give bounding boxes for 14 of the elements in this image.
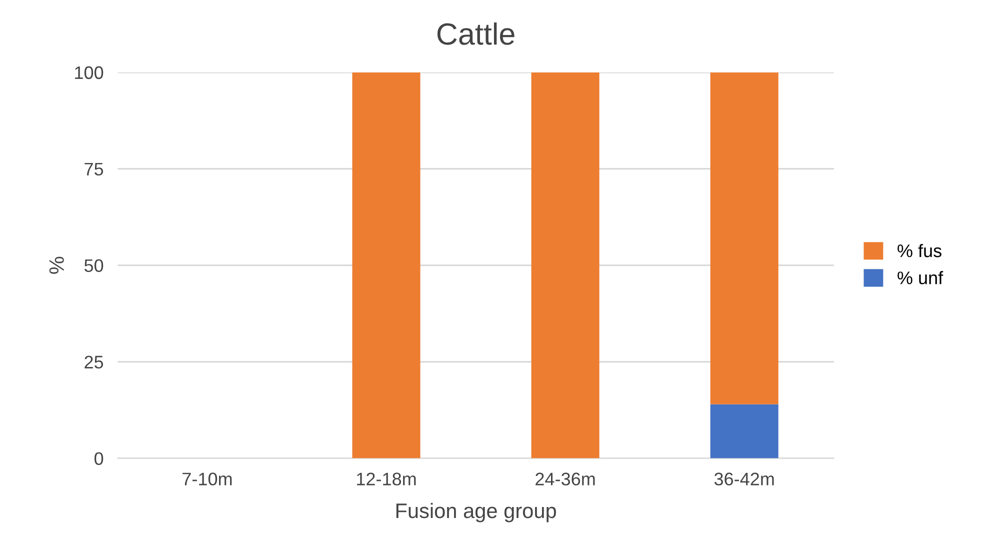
x-tick-label: 7-10m [182, 472, 232, 486]
y-tick-label: 0 [94, 452, 104, 465]
y-tick-label: 100 [75, 66, 104, 80]
legend-label: % fus [898, 244, 942, 258]
x-tick-label: 12-18m [357, 472, 416, 486]
x-tick-label: 36-42m [714, 472, 774, 486]
x-tick-label: 24-36m [536, 472, 595, 486]
y-tick-label: 25 [84, 356, 104, 369]
chart-title: Cattle [437, 22, 514, 45]
y-tick-label: 50 [84, 259, 104, 272]
y-tick-label: 75 [84, 162, 104, 176]
x-axis-title: Fusion age group [396, 502, 556, 522]
legend-label: % unf [898, 271, 944, 284]
y-axis-title: % [49, 256, 64, 274]
